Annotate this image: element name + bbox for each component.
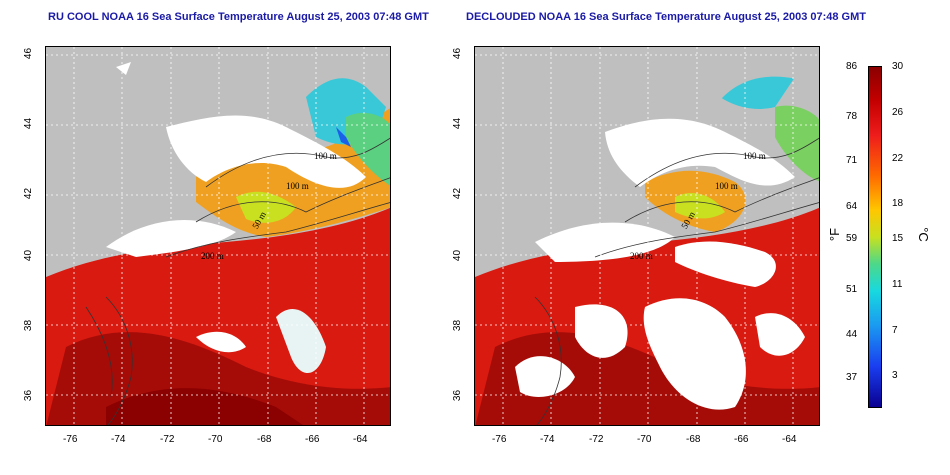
sst-map-left: 100 m 100 m 50 m 200 m xyxy=(46,47,390,425)
f-tick-44: 44 xyxy=(846,329,858,340)
x-tick-right-68: -68 xyxy=(686,434,701,445)
y-tick-right-42: 42 xyxy=(452,187,464,200)
c-tick-3: 3 xyxy=(892,370,898,381)
y-tick-right-44: 44 xyxy=(452,117,464,130)
y-tick-left-40: 40 xyxy=(23,249,35,262)
c-tick-18: 18 xyxy=(892,198,904,209)
y-tick-left-42: 42 xyxy=(23,187,35,200)
y-tick-right-38: 38 xyxy=(452,319,464,332)
y-tick-left-36: 36 xyxy=(23,389,35,402)
f-tick-64: 64 xyxy=(846,201,858,212)
x-tick-left-64: -64 xyxy=(353,434,368,445)
c-tick-22: 22 xyxy=(892,153,904,164)
sst-map-right: 100 m 100 m 50 m 200 m xyxy=(475,47,819,425)
x-tick-right-76: -76 xyxy=(492,434,507,445)
f-tick-59: 59 xyxy=(846,233,858,244)
f-tick-78: 78 xyxy=(846,111,858,122)
contour-label-100m-b-right: 100 m xyxy=(715,181,738,191)
colorbar xyxy=(868,66,882,408)
x-tick-left-68: -68 xyxy=(257,434,272,445)
f-tick-86: 86 xyxy=(846,61,858,72)
x-tick-right-66: -66 xyxy=(734,434,749,445)
x-tick-right-74: -74 xyxy=(540,434,555,445)
c-tick-7: 7 xyxy=(892,325,898,336)
x-tick-left-66: -66 xyxy=(305,434,320,445)
y-tick-left-44: 44 xyxy=(23,117,35,130)
title-left: RU COOL NOAA 16 Sea Surface Temperature … xyxy=(48,11,429,23)
map-panel-right: 100 m 100 m 50 m 200 m xyxy=(474,46,820,426)
contour-label-200m-right: 200 m xyxy=(630,251,653,261)
y-tick-left-38: 38 xyxy=(23,319,35,332)
c-tick-11: 11 xyxy=(892,279,903,290)
f-tick-71: 71 xyxy=(846,155,858,166)
c-tick-30: 30 xyxy=(892,61,904,72)
f-tick-51: 51 xyxy=(846,284,858,295)
y-tick-right-46: 46 xyxy=(452,47,464,60)
y-tick-right-36: 36 xyxy=(452,389,464,402)
x-tick-right-70: -70 xyxy=(637,434,652,445)
contour-label-200m: 200 m xyxy=(201,251,224,261)
c-tick-26: 26 xyxy=(892,107,904,118)
title-right: DECLOUDED NOAA 16 Sea Surface Temperatur… xyxy=(466,11,866,23)
x-tick-right-72: -72 xyxy=(589,434,604,445)
contour-label-100m-b: 100 m xyxy=(286,181,309,191)
x-tick-left-74: -74 xyxy=(111,434,126,445)
c-tick-15: 15 xyxy=(892,233,904,244)
fahrenheit-unit: °F xyxy=(827,227,843,242)
x-tick-right-64: -64 xyxy=(782,434,797,445)
contour-label-100m-a-right: 100 m xyxy=(743,151,766,161)
x-tick-left-76: -76 xyxy=(63,434,78,445)
y-tick-right-40: 40 xyxy=(452,249,464,262)
y-tick-left-46: 46 xyxy=(23,47,35,60)
contour-label-100m-a: 100 m xyxy=(314,151,337,161)
map-panel-left: 100 m 100 m 50 m 200 m xyxy=(45,46,391,426)
x-tick-left-70: -70 xyxy=(208,434,223,445)
x-tick-left-72: -72 xyxy=(160,434,175,445)
celsius-unit: °C xyxy=(915,227,931,242)
f-tick-37: 37 xyxy=(846,372,858,383)
